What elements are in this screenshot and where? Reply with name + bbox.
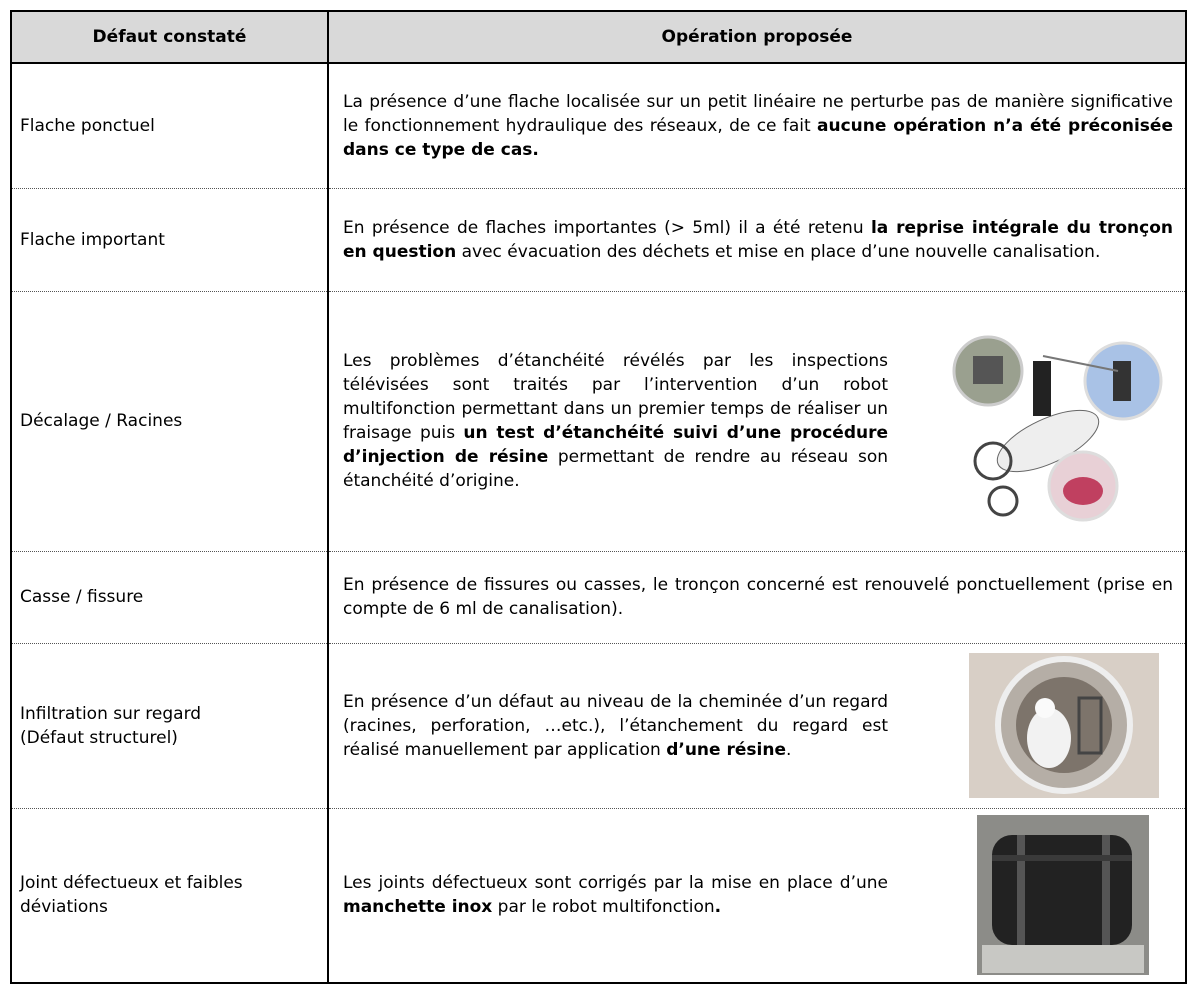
robot-illustration bbox=[952, 335, 1163, 522]
text: Les problèmes d’étanchéité révélés par l… bbox=[343, 351, 888, 443]
text: permettant de rendre au réseau son étanc… bbox=[343, 447, 888, 491]
operation-cell: En présence de fissures ou casses, le tr… bbox=[328, 551, 1186, 644]
row: Infiltration sur regard (Défaut structure… bbox=[11, 643, 1186, 809]
sleeve-photo bbox=[977, 815, 1149, 976]
operation-cell: En présence d’un défaut au niveau de la … bbox=[328, 643, 1186, 809]
header-row: Défaut constaté Opération proposée bbox=[11, 11, 1186, 64]
operation-cell: En présence de flaches importantes (> 5m… bbox=[328, 188, 1186, 292]
bold-text: aucune opération n’a été préconisée dans… bbox=[343, 115, 1173, 160]
bold-text: un test d’étanchéité suivi d’une procédu… bbox=[343, 423, 889, 467]
row: Casse / fissure En présence de fissures … bbox=[11, 551, 1186, 644]
text: En présence d’un défaut au niveau de la … bbox=[343, 691, 888, 760]
row: Décalage / Racines Les problèmes d’étanc… bbox=[11, 291, 1186, 552]
defaut-line: (Défaut structurel) bbox=[20, 727, 178, 748]
manhole-photo bbox=[969, 653, 1159, 798]
defaut-line: déviations bbox=[20, 897, 108, 918]
text: En présence de flaches importantes (> 5m… bbox=[343, 217, 871, 238]
defaut-line: Flache ponctuel bbox=[20, 115, 155, 136]
operation-cell: Les joints défectueux sont corrigés par … bbox=[328, 808, 1186, 984]
bold-text: manchette inox bbox=[343, 897, 493, 918]
defaut-cell: Infiltration sur regard (Défaut structure… bbox=[11, 643, 329, 809]
defaut-line: Joint défectueux et faibles bbox=[20, 873, 243, 894]
operation-text: Les joints défectueux sont corrigés par … bbox=[343, 871, 888, 919]
operation-cell: La présence d’une flache localisée sur u… bbox=[328, 63, 1186, 189]
bold-text: la reprise intégrale du tronçon en quest… bbox=[343, 217, 1174, 262]
text: par le robot multifonction bbox=[492, 897, 715, 918]
cell-layout: Les problèmes d’étanchéité révélés par l… bbox=[343, 316, 1173, 526]
defaut-line: Infiltration sur regard bbox=[20, 703, 202, 724]
cell-layout: Les joints défectueux sont corrigés par … bbox=[343, 815, 1173, 976]
defaut-line: Casse / fissure bbox=[20, 587, 144, 607]
text: La présence d’une flache localisée sur u… bbox=[343, 91, 1173, 136]
header-cell: Défaut constaté bbox=[11, 11, 329, 64]
defaut-cell: Flache ponctuel bbox=[11, 63, 329, 189]
bold-text: d’une résine bbox=[666, 739, 786, 760]
text: . bbox=[785, 739, 792, 760]
row: Flache important En présence de flaches … bbox=[11, 188, 1186, 292]
defaut-cell: Décalage / Racines bbox=[11, 291, 329, 552]
text: En présence de fissures ou casses, le tr… bbox=[343, 575, 1173, 619]
cell-layout: En présence d’un défaut au niveau de la … bbox=[343, 653, 1173, 798]
operation-text: En présence d’un défaut au niveau de la … bbox=[343, 690, 888, 762]
text: avec évacuation des déchets et mise en p… bbox=[456, 241, 1101, 262]
text: Les joints défectueux sont corrigés par … bbox=[343, 873, 888, 894]
defaut-cell: Joint défectueux et faibles déviations bbox=[11, 808, 329, 984]
bold-text: . bbox=[714, 897, 722, 918]
operation-cell: Les problèmes d’étanchéité révélés par l… bbox=[328, 291, 1186, 552]
table: Défaut constaté Opération proposée Flach… bbox=[10, 10, 1187, 984]
defaut-cell: Flache important bbox=[11, 188, 329, 292]
defaut-line: Flache important bbox=[20, 229, 165, 250]
defaut-line: Décalage / Racines bbox=[20, 411, 183, 431]
row: Flache ponctuel La présence d’une flache… bbox=[11, 63, 1186, 189]
defaut-cell: Casse / fissure bbox=[11, 551, 329, 644]
row: Joint défectueux et faibles déviations Le… bbox=[11, 808, 1186, 984]
operation-text: Les problèmes d’étanchéité révélés par l… bbox=[343, 349, 888, 493]
header-cell: Opération proposée bbox=[328, 11, 1186, 64]
